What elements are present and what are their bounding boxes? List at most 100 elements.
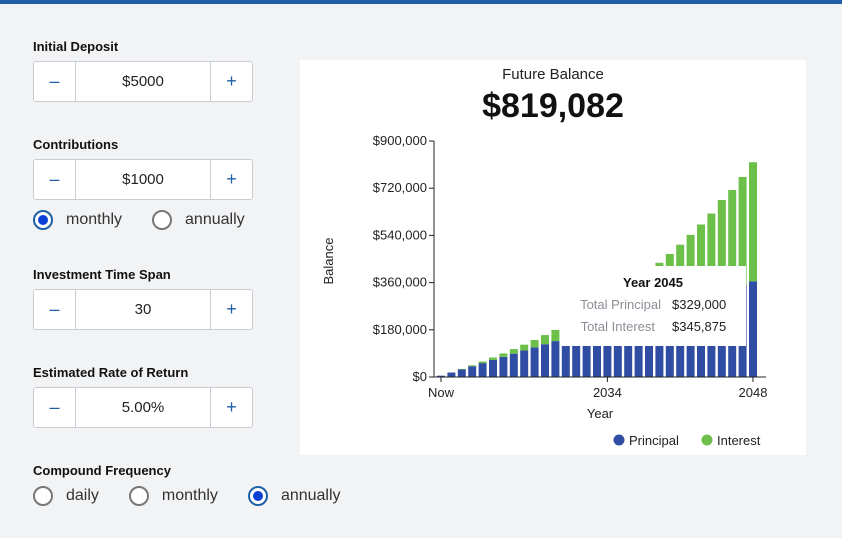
time-span-label: Investment Time Span [33, 267, 171, 282]
interest-bar [499, 353, 508, 357]
compound-annually-option[interactable]: annually [247, 486, 341, 506]
interest-bar [509, 349, 518, 354]
legend-principal-swatch [613, 434, 625, 446]
compound-monthly-option[interactable]: monthly [128, 486, 218, 506]
interest-bar [551, 329, 560, 342]
principal-bar [541, 344, 549, 377]
compound-frequency-group: daily monthly annually [33, 486, 371, 506]
initial-deposit-stepper: – + [33, 61, 253, 102]
interest-bar [749, 162, 757, 282]
time-span-increment-button[interactable]: + [210, 290, 252, 329]
initial-deposit-increment-button[interactable]: + [210, 62, 252, 101]
y-tick-label: $180,000 [373, 322, 427, 337]
x-axis: Now 2034 2048 Year [428, 376, 768, 421]
interest-bar [478, 361, 487, 364]
principal-bar [437, 375, 445, 377]
interest-bar [717, 200, 726, 291]
tooltip-background [560, 266, 746, 346]
initial-deposit-input[interactable] [76, 62, 210, 101]
principal-bar [478, 363, 487, 377]
contributions-input[interactable] [76, 160, 210, 199]
compound-daily-option[interactable]: daily [33, 486, 99, 506]
compound-frequency-label: Compound Frequency [33, 463, 171, 478]
compound-annually-radio[interactable] [247, 486, 268, 506]
principal-bar [572, 334, 581, 377]
x-tick-label: 2048 [739, 385, 768, 400]
principal-bar [447, 372, 456, 377]
legend-principal-label: Principal [629, 433, 679, 448]
principal-bar [520, 350, 529, 377]
principal-bar [634, 315, 643, 377]
rate-stepper: – + [33, 387, 253, 428]
future-balance-panel: Future Balance $819,082 $0 $180,000 $360,0… [300, 60, 806, 455]
tooltip-principal-label: Total Principal [580, 297, 661, 312]
compound-daily-label: daily [66, 487, 99, 504]
interest-bar [520, 344, 529, 351]
contribution-monthly-option[interactable]: monthly [33, 210, 122, 230]
rate-decrement-button[interactable]: – [34, 388, 76, 427]
principal-bar [509, 353, 518, 377]
interest-bar [707, 213, 716, 294]
interest-bar [489, 357, 497, 360]
y-tick-label: $540,000 [373, 227, 427, 242]
principal-bar [624, 319, 633, 377]
x-tick-label: 2034 [593, 385, 622, 400]
compound-monthly-label: monthly [161, 487, 218, 504]
x-tick-label: Now [428, 385, 455, 400]
contribution-annually-label: annually [185, 211, 245, 228]
legend-interest-label: Interest [717, 433, 761, 448]
contributions-increment-button[interactable]: + [210, 160, 252, 199]
compound-daily-radio[interactable] [33, 486, 53, 506]
interest-bar [468, 365, 477, 367]
time-span-stepper: – + [33, 289, 253, 330]
y-tick-label: $720,000 [373, 180, 427, 195]
top-accent-bar [0, 0, 842, 4]
x-axis-title: Year [587, 406, 614, 421]
contribution-monthly-label: monthly [66, 211, 123, 228]
chart-legend: Principal Interest [613, 433, 761, 448]
tooltip-interest-label: Total Interest [581, 319, 656, 334]
contributions-stepper: – + [33, 159, 253, 200]
tooltip-interest-value: $345,875 [672, 319, 726, 334]
compound-monthly-radio[interactable] [128, 486, 149, 506]
principal-bar [749, 281, 757, 377]
rate-label: Estimated Rate of Return [33, 365, 189, 380]
future-balance-amount: $819,082 [482, 87, 624, 125]
y-axis: $0 $180,000 $360,000 $540,000 $720,000 $900,0… [321, 133, 435, 384]
compound-annually-label: annually [280, 487, 341, 504]
interest-bar [541, 335, 549, 345]
y-axis-title: Balance [321, 238, 336, 285]
principal-bar [593, 328, 601, 377]
time-span-decrement-button[interactable]: – [34, 290, 76, 329]
contribution-monthly-radio[interactable] [33, 210, 53, 230]
principal-bar [499, 356, 508, 377]
year-tooltip: Year 2045 Total Principal $329,000 Total… [560, 266, 746, 346]
balance-chart: $0 $180,000 $360,000 $540,000 $720,000 $900,0… [321, 133, 768, 448]
contributions-label: Contributions [33, 137, 119, 152]
principal-bar [530, 347, 539, 377]
rate-increment-button[interactable]: + [210, 388, 252, 427]
initial-deposit-decrement-button[interactable]: – [34, 62, 76, 101]
interest-bar [530, 339, 539, 348]
time-span-input[interactable] [76, 290, 210, 329]
principal-bar [613, 322, 622, 377]
principal-bar [603, 325, 612, 377]
principal-bar [551, 341, 560, 377]
tooltip-title: Year 2045 [623, 275, 683, 290]
interest-bar [728, 190, 737, 288]
tooltip-principal-value: $329,000 [672, 297, 726, 312]
contributions-decrement-button[interactable]: – [34, 160, 76, 199]
principal-bar [582, 331, 591, 377]
y-tick-label: $360,000 [373, 275, 427, 290]
rate-input[interactable] [76, 388, 210, 427]
principal-bar [457, 369, 466, 377]
contribution-annually-option[interactable]: annually [152, 210, 245, 230]
contribution-frequency-group: monthly annually [33, 210, 275, 230]
principal-bar [468, 366, 477, 377]
interest-bar [738, 176, 747, 285]
principal-bar [561, 337, 570, 377]
contribution-annually-radio[interactable] [152, 210, 173, 230]
principal-bar [489, 359, 497, 377]
y-tick-label: $0 [413, 369, 427, 384]
legend-interest-swatch [701, 434, 713, 446]
